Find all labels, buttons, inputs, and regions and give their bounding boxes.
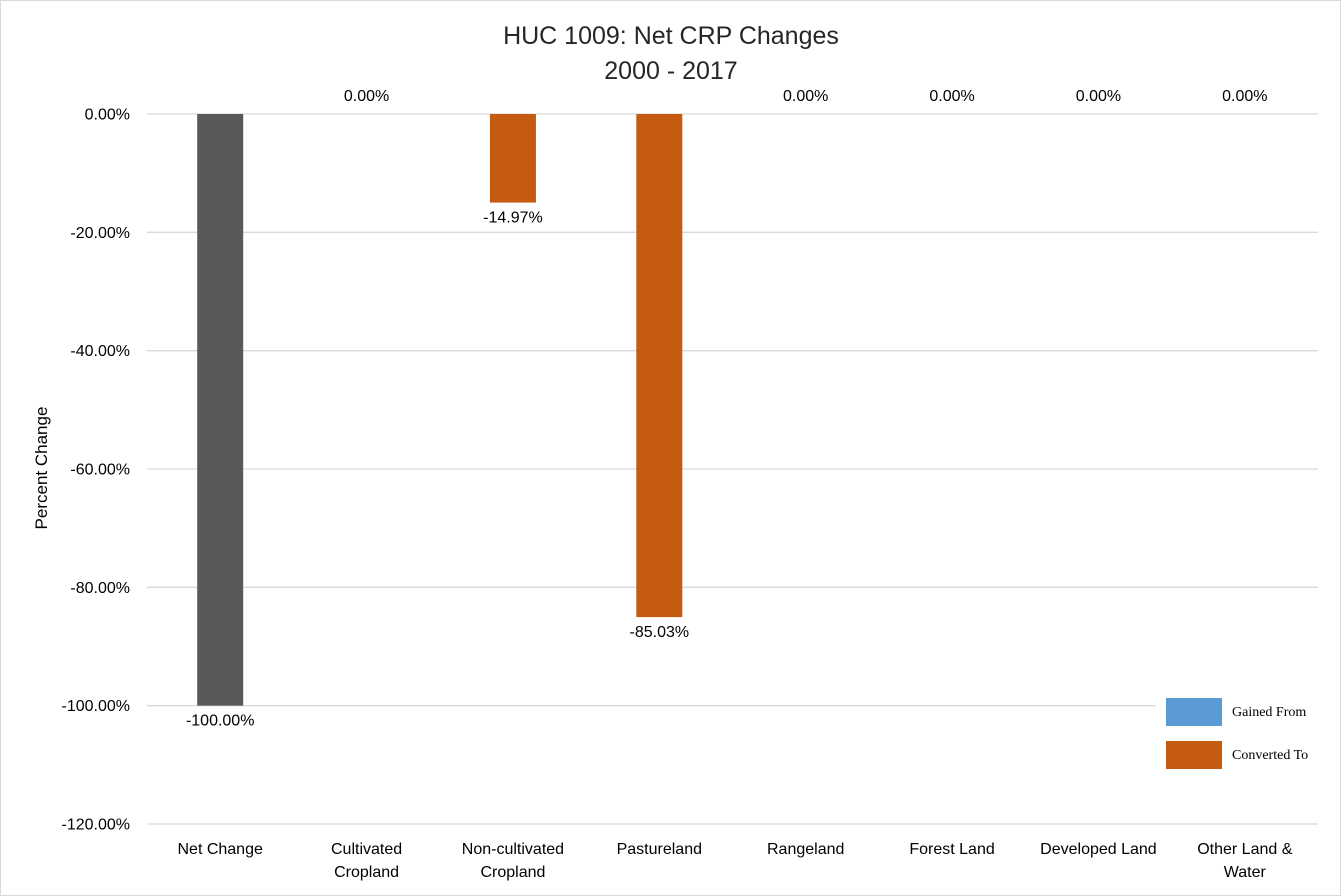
chart-title-line: 2000 - 2017 [604,57,737,85]
legend-swatch [1166,741,1222,769]
x-category-label: Forest Land [909,841,994,858]
x-category-label: Cropland [334,864,399,881]
x-category-label: Non-cultivated [462,841,564,858]
y-tick-label: -20.00% [70,225,130,242]
y-tick-label: -100.00% [62,698,131,715]
x-category-label: Net Change [177,841,262,858]
data-label: 0.00% [783,88,828,105]
y-axis-label: Percent Change [32,407,51,530]
data-label: -85.03% [630,624,690,641]
data-labels: -100.00% 0.00% -14.97% -85.03% 0.00% 0.00% 0.0… [186,88,1268,730]
x-category-label: Water [1224,864,1267,881]
x-category-label: Rangeland [767,841,844,858]
legend-label: Gained From [1232,705,1306,720]
chart-title-line: HUC 1009: Net CRP Changes [503,22,839,50]
x-category-label: Cultivated [331,841,402,858]
y-tick-label: 0.00% [85,107,130,124]
y-axis-ticks: 0.00% -20.00% -40.00% -60.00% -80.00% -100.00… [62,107,131,834]
data-label: 0.00% [344,88,389,105]
chart-title: HUC 1009: Net CRP Changes 2000 - 2017 [503,22,839,85]
legend: Gained From Converted To [1156,690,1322,780]
x-category-label: Developed Land [1040,841,1157,858]
bar [636,114,683,618]
x-category-label: Cropland [480,864,545,881]
y-tick-label: -120.00% [62,817,131,834]
x-category-label: Other Land & [1197,841,1293,858]
data-label: -14.97% [483,210,543,227]
data-label: 0.00% [1222,88,1267,105]
x-category-label: Pastureland [617,841,702,858]
y-axis-title: Percent Change [32,407,51,530]
data-label: 0.00% [929,88,974,105]
y-tick-label: -80.00% [70,580,130,597]
x-axis-categories: Net Change Cultivated Cropland Non-cultivat… [177,841,1292,881]
data-label: 0.00% [1076,88,1121,105]
y-tick-label: -40.00% [70,343,130,360]
y-tick-label: -60.00% [70,462,130,479]
gridlines [147,113,1318,825]
legend-label: Converted To [1232,748,1308,763]
bars [197,114,683,706]
bar [489,114,536,203]
legend-swatch [1166,698,1222,726]
data-label: -100.00% [186,713,255,730]
bar [197,114,244,706]
